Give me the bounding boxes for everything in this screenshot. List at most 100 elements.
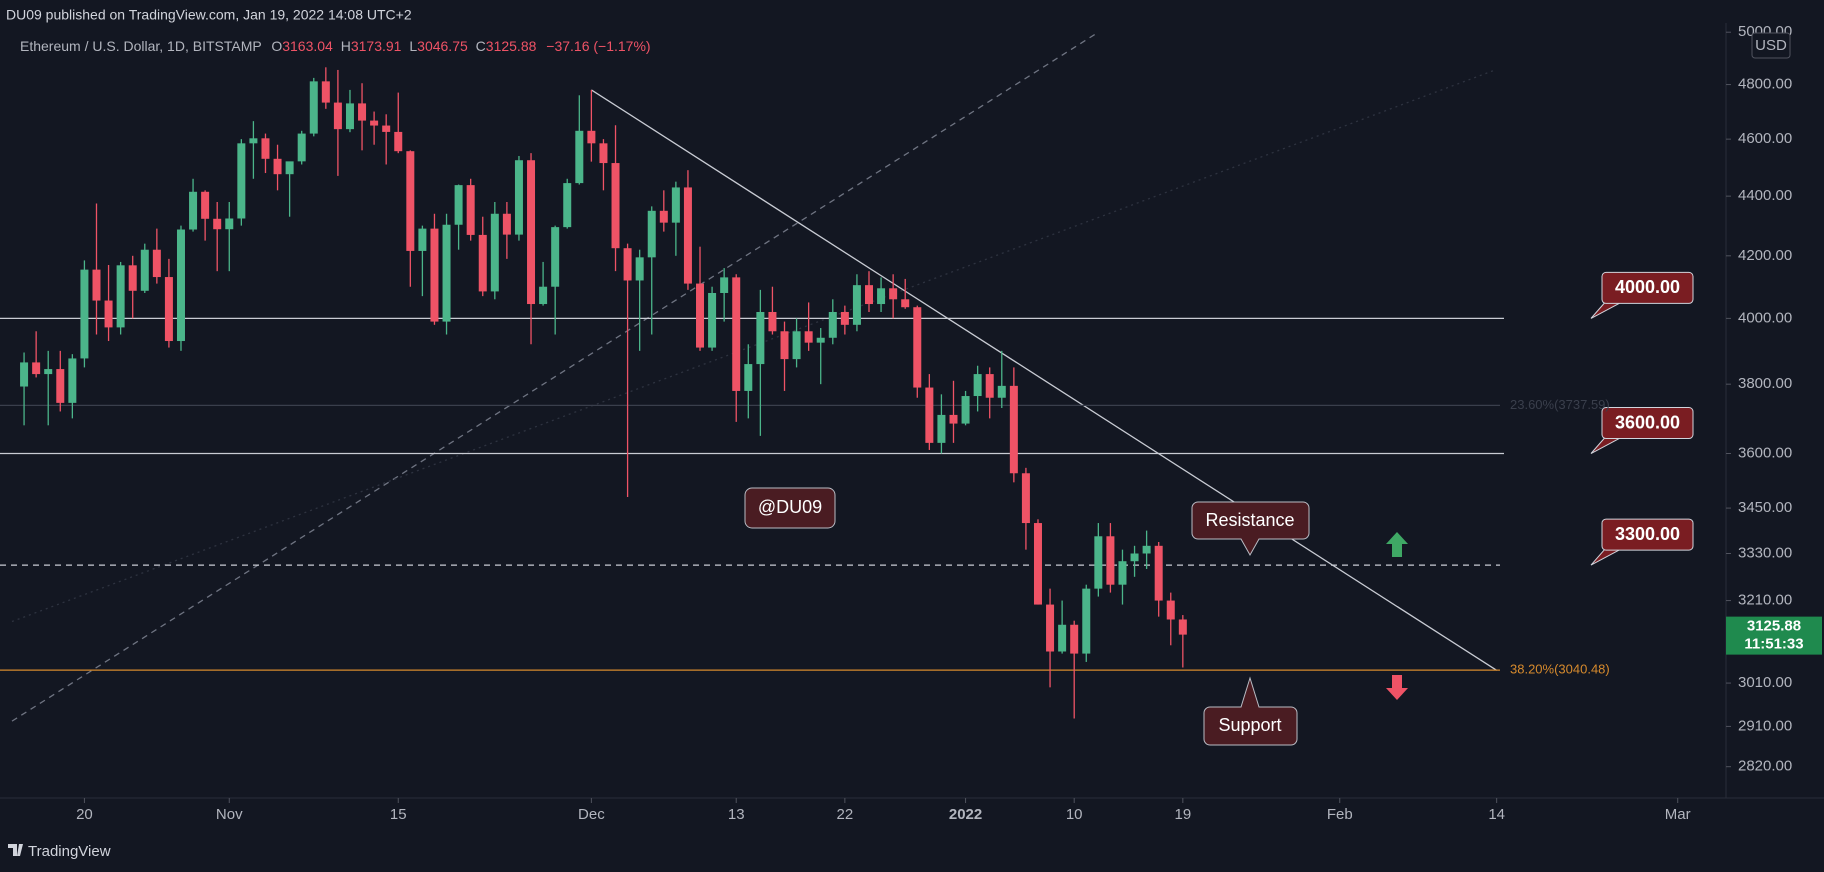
candle-body [925,387,934,443]
resistance-callout [1191,501,1310,557]
candle-body [671,187,680,223]
candle-body [708,292,717,348]
resistance-label: Resistance [1205,510,1294,530]
symbol-line: Ethereum / U.S. Dollar, 1D, BITSTAMP O31… [20,38,651,54]
x-tick-label: Dec [578,806,605,823]
x-tick-label: Mar [1665,806,1691,823]
candle-body [285,161,294,175]
candle-body [1106,536,1115,585]
candle-body [973,374,982,397]
support-callout [1203,676,1298,746]
candle-body [913,307,922,388]
candle-body [961,396,970,424]
candle-body [333,102,342,130]
x-tick-label: 2022 [949,806,982,823]
y-tick-label: 4800.00 [1738,76,1792,93]
candle-body [780,331,789,360]
candles [20,67,1187,719]
fib-label: 38.20%(3040.48) [1510,662,1610,677]
candle-body [370,120,379,126]
candle-body [80,269,89,359]
candle-body [273,158,282,175]
publisher-line: DU09 published on TradingView.com, Jan 1… [6,7,412,23]
candle-body [1033,523,1042,605]
y-tick-label: 3330.00 [1738,544,1792,561]
x-tick-label: 14 [1488,806,1505,823]
candle-body [418,228,427,251]
candle-body [901,299,910,308]
candle-body [382,125,391,132]
fib-label: 23.60%(3737.59) [1510,397,1610,412]
currency: USD [1755,37,1787,54]
up-arrow [1386,532,1408,557]
y-tick-label: 3600.00 [1738,444,1792,461]
candle-body [201,191,210,219]
candle-body [1178,619,1187,635]
y-tick-label: 3010.00 [1738,674,1792,691]
candle-body [1130,553,1139,562]
ohlc-letter: O [271,38,282,54]
price-tag [1726,616,1822,655]
candle-body [1009,385,1018,474]
candle-body [768,311,777,332]
candle-body [539,286,548,305]
candle-body [321,81,330,103]
level-box [1601,407,1694,440]
candle-body [1082,588,1091,654]
price-tag-value: 3125.88 [1747,618,1801,635]
candle-body [1118,561,1127,585]
candle-body [551,227,560,287]
candle-body [1046,604,1055,652]
x-tick-label: 15 [390,806,407,823]
candle-body [1142,545,1151,554]
candle-body [997,385,1006,398]
candle-body [635,257,644,281]
candle-body [865,285,873,305]
candle-body [490,213,499,292]
candle-body [104,300,113,328]
y-tick-label: 3800.00 [1738,375,1792,392]
candle-body [406,151,415,251]
ohlc-letter: H [341,38,351,54]
candle-body [1154,545,1163,601]
candle-body [514,160,523,235]
candle-body [623,248,632,281]
candle-body [20,362,29,387]
y-tick-label: 4200.00 [1738,247,1792,264]
footer-logo [8,844,23,856]
candle-body [1070,624,1079,654]
candle-body [140,249,149,291]
candle-body [840,311,849,325]
candle-body [659,210,668,223]
x-tick-label: 22 [837,806,854,823]
candle-body [116,265,125,328]
candle-body [1094,536,1103,589]
candle-body [44,369,53,375]
countdown: 11:51:33 [1744,636,1803,653]
candle-body [430,228,439,322]
candle-body [358,103,367,121]
y-tick-label: 4600.00 [1738,130,1792,147]
watermark: @DU09 [758,497,822,517]
candle-body [442,224,451,322]
candle-body [720,277,729,293]
currency-box [1751,32,1791,59]
candle-body [756,311,765,365]
candle-body [937,414,946,443]
candle-body [563,183,572,228]
candle-body [213,218,222,230]
level-label: 3300.00 [1615,524,1680,544]
candle-body [575,130,584,184]
x-tick-label: 20 [76,806,93,823]
level-label: 3600.00 [1615,412,1680,432]
y-tick-label: 3450.00 [1738,499,1792,516]
candle-body [237,143,246,219]
x-tick-label: Nov [216,806,243,823]
candle-body [696,283,705,348]
level-box [1601,271,1694,304]
candle-body [454,185,463,225]
ohlc-value: 3173.91 [351,38,402,54]
